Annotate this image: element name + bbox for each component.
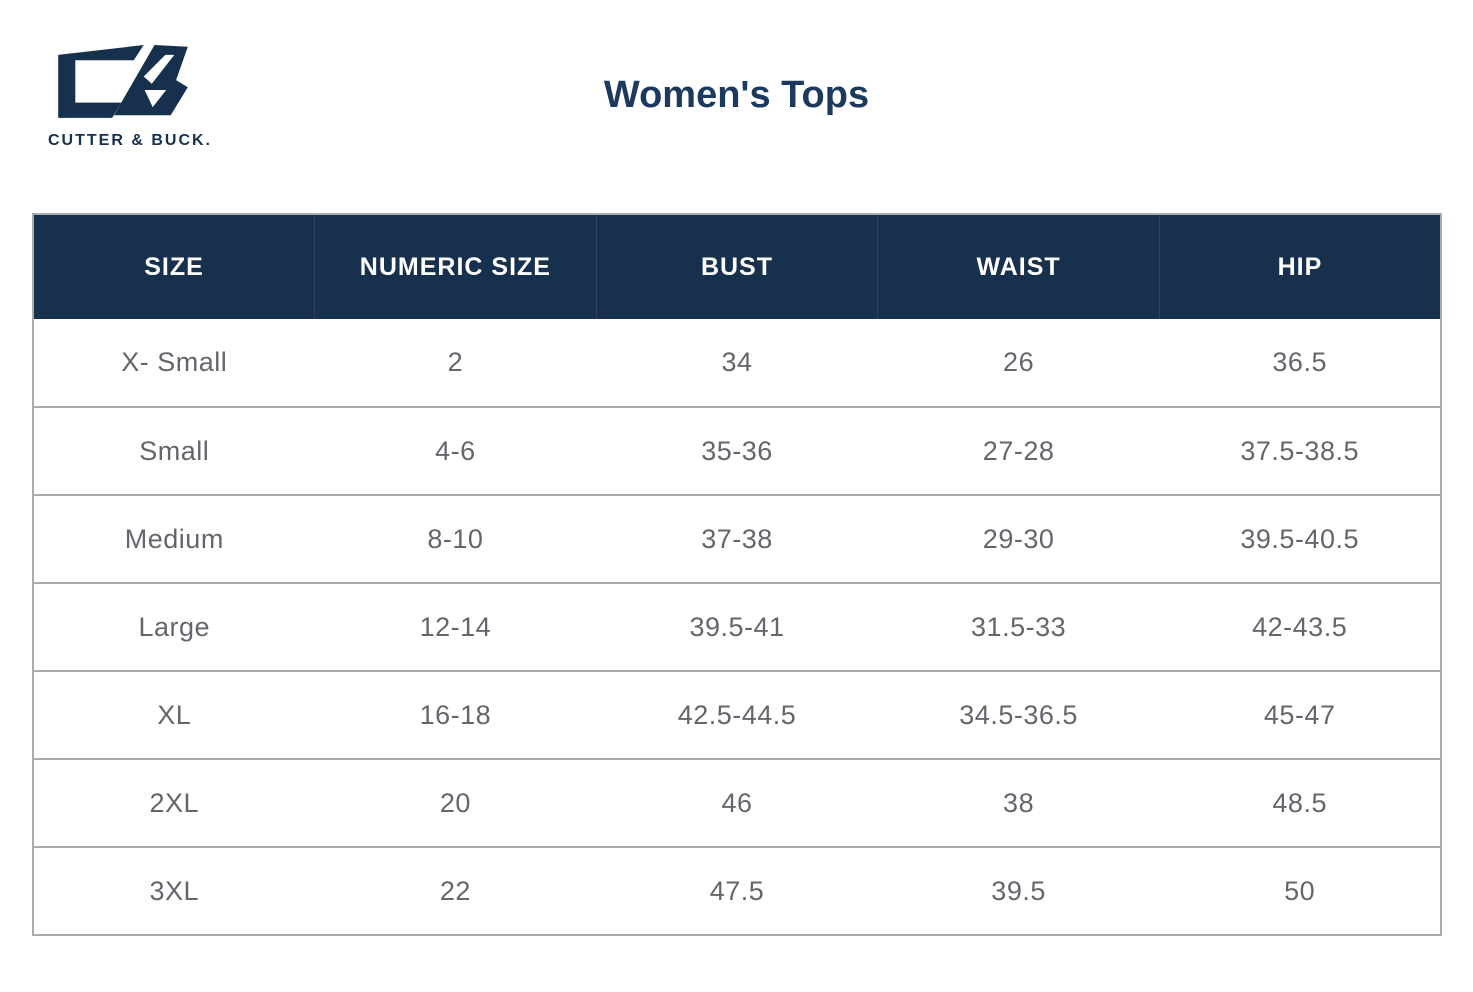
- table-cell: 48.5: [1159, 758, 1441, 847]
- table-cell: 42.5-44.5: [596, 670, 878, 759]
- table-row: Small 4-6 35-36 27-28 37.5-38.5: [33, 406, 1441, 495]
- table-cell: 12-14: [314, 582, 597, 671]
- table-cell: 45-47: [1159, 670, 1441, 759]
- table-cell: 38: [877, 758, 1160, 847]
- table-cell: 42-43.5: [1159, 582, 1441, 671]
- size-chart: SIZE NUMERIC SIZE BUST WAIST HIP X- Small 2 34…: [32, 213, 1442, 936]
- table-cell: 39.5-41: [596, 582, 878, 671]
- table-cell: 2XL: [33, 758, 315, 847]
- table-cell: Medium: [33, 494, 315, 583]
- table-body: X- Small 2 34 26 36.5 Small 4-6 35-36 27-28 37.5-…: [33, 319, 1441, 935]
- table-cell: 8-10: [314, 494, 597, 583]
- table-row: 3XL 22 47.5 39.5 50: [33, 846, 1441, 935]
- table-cell: 39.5-40.5: [1159, 494, 1441, 583]
- table-cell: 46: [596, 758, 878, 847]
- table-cell: 20: [314, 758, 597, 847]
- table-cell: 47.5: [596, 846, 878, 935]
- column-header: HIP: [1158, 214, 1441, 319]
- table-cell: 26: [1003, 347, 1035, 377]
- table-cell: 37.5-38.5: [1159, 406, 1441, 495]
- table-cell: 34.5-36.5: [877, 670, 1160, 759]
- table-cell: 34: [721, 347, 753, 377]
- page-title: Women's Tops: [603, 74, 870, 116]
- table-row: 2XL 20 46 38 48.5: [33, 758, 1441, 847]
- column-header: WAIST: [877, 214, 1160, 319]
- table-cell: X- Small: [121, 347, 228, 377]
- table-cell: 22: [314, 846, 597, 935]
- column-header: NUMERIC SIZE: [314, 214, 597, 319]
- table-cell: 39.5: [877, 846, 1160, 935]
- size-chart-table: SIZE NUMERIC SIZE BUST WAIST HIP X- Small 2 34…: [32, 213, 1442, 936]
- table-cell: XL: [33, 670, 315, 759]
- cutter-buck-logo: CUTTER & BUCK.: [48, 36, 210, 150]
- table-row: X- Small 2 34 26 36.5: [33, 319, 1441, 407]
- table-cell: 31.5-33: [877, 582, 1160, 671]
- table-cell: 36.5: [1272, 347, 1327, 377]
- table-cell: 2: [447, 347, 464, 377]
- table-cell: 35-36: [596, 406, 878, 495]
- table-row: XL 16-18 42.5-44.5 34.5-36.5 45-47: [33, 670, 1441, 759]
- cutter-buck-logo-text: CUTTER & BUCK.: [48, 132, 212, 149]
- table-cell: 3XL: [33, 846, 315, 935]
- table-cell: 37-38: [596, 494, 878, 583]
- table-cell: Large: [33, 582, 315, 671]
- table-row: Medium 8-10 37-38 29-30 39.5-40.5: [33, 494, 1441, 583]
- table-cell: 27-28: [877, 406, 1160, 495]
- cutter-buck-logo-icon: [58, 45, 188, 118]
- table-cell: 4-6: [314, 406, 597, 495]
- table-row: Large 12-14 39.5-41 31.5-33 42-43.5: [33, 582, 1441, 671]
- table-header-row: SIZE NUMERIC SIZE BUST WAIST HIP: [33, 214, 1441, 319]
- table-cell: 50: [1159, 846, 1441, 935]
- table-cell: 29-30: [877, 494, 1160, 583]
- column-header: SIZE: [33, 214, 315, 319]
- table-cell: Small: [33, 406, 315, 495]
- column-header: BUST: [595, 214, 878, 319]
- table-cell: 16-18: [314, 670, 597, 759]
